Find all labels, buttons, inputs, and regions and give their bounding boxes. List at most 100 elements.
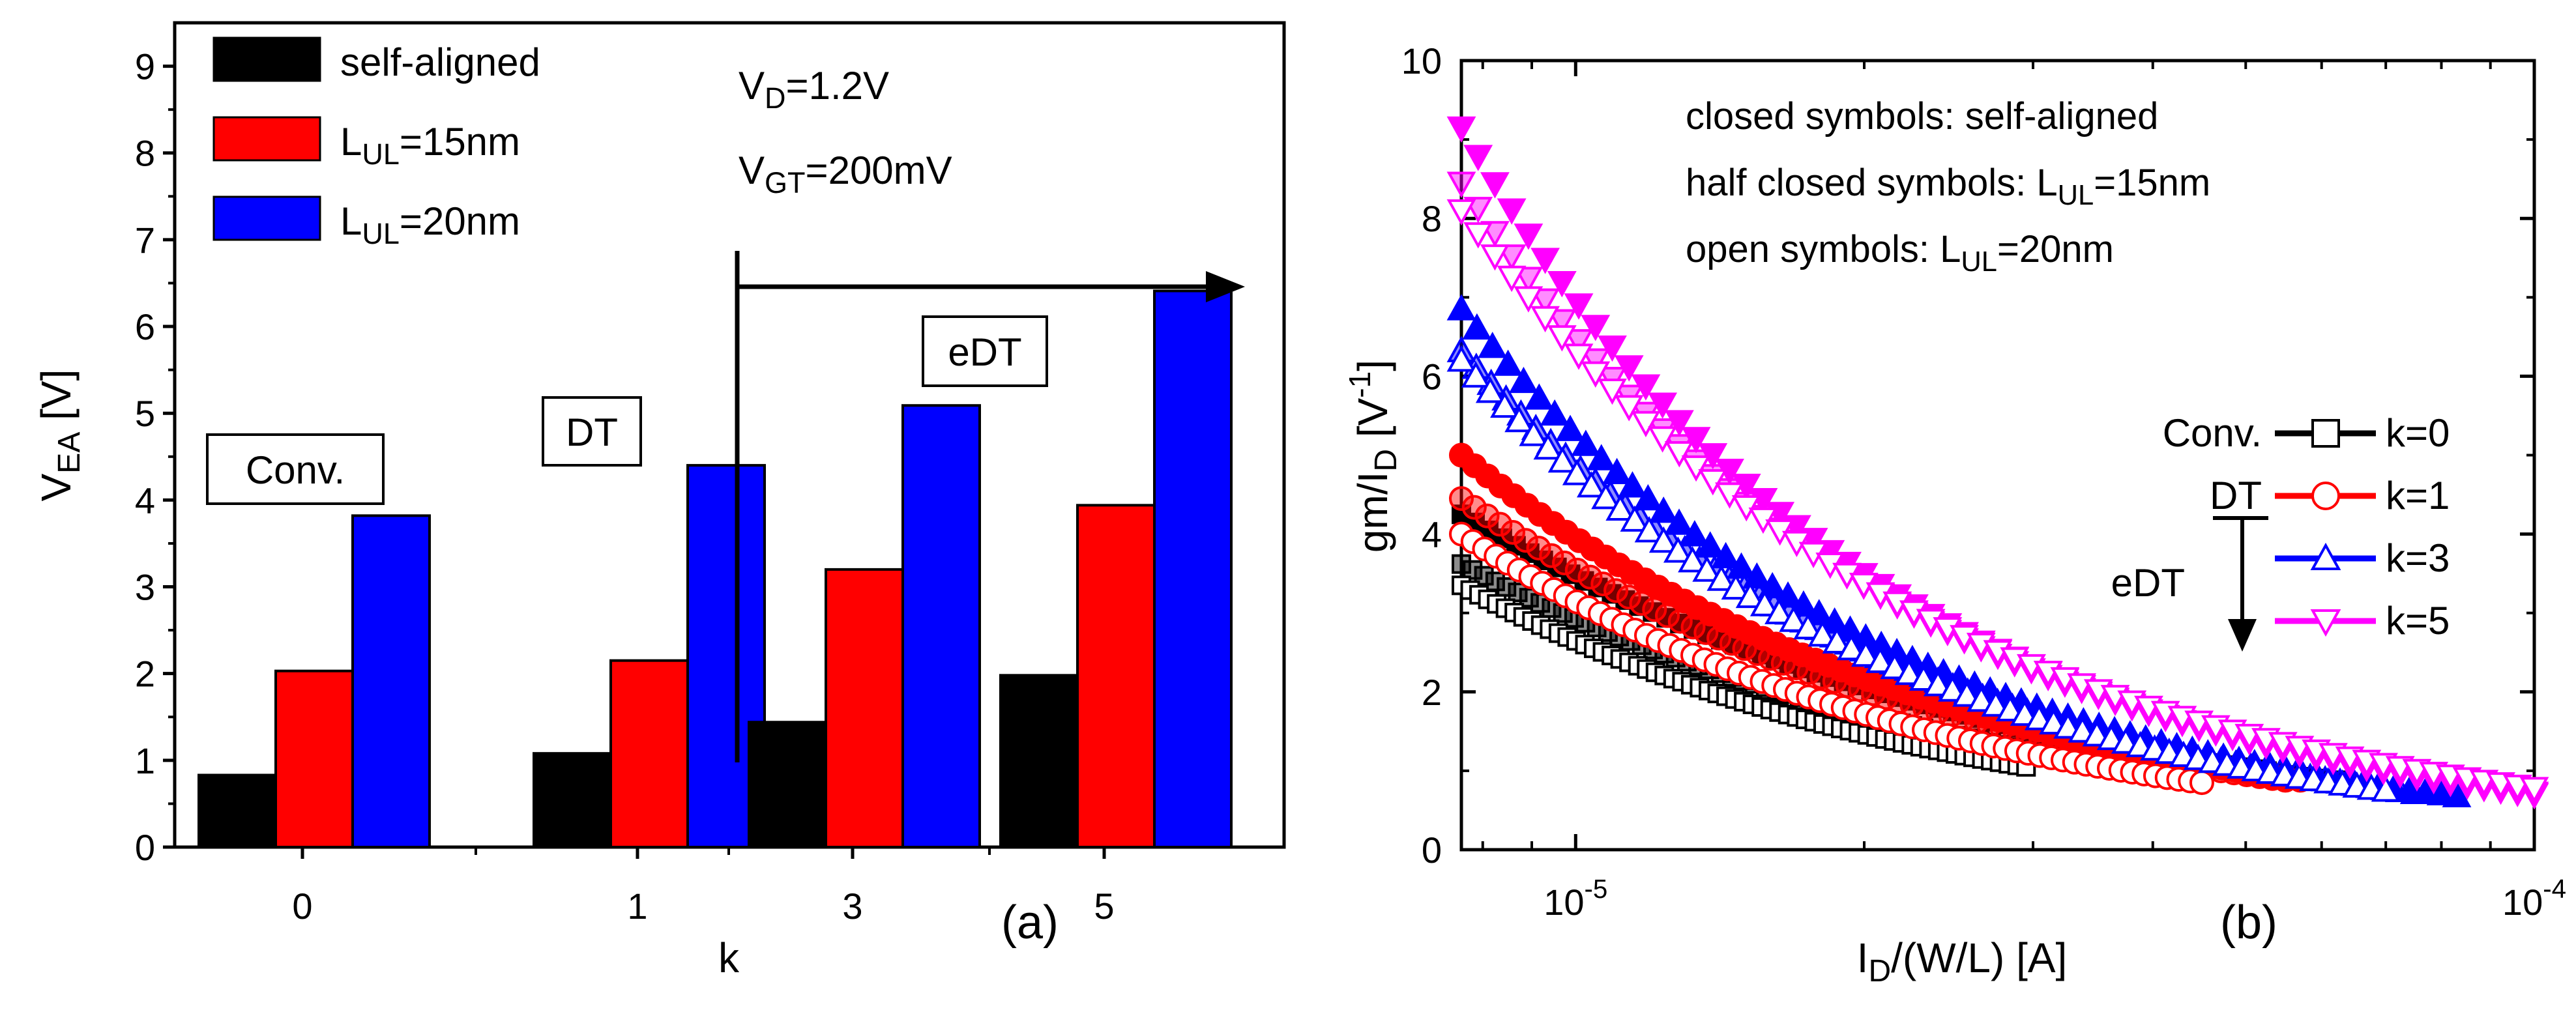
x-tick-label: 3 — [842, 886, 862, 927]
data-point — [1836, 633, 1866, 661]
condition-text-part: =200mV — [806, 149, 952, 192]
data-point — [1539, 543, 1564, 568]
y-tick-label: 2 — [135, 654, 155, 695]
y-tick-label: 0 — [135, 827, 155, 868]
bar — [533, 752, 612, 848]
data-point — [1598, 378, 1627, 405]
data-point — [1678, 546, 1707, 573]
series-k3-open — [1446, 345, 2401, 802]
y-tick-label: 3 — [135, 567, 155, 608]
data-point — [1513, 528, 1538, 553]
x-tick-label-part: 10 — [2502, 882, 2543, 923]
bar — [351, 514, 431, 848]
data-point — [1497, 577, 1517, 597]
bar — [748, 721, 827, 849]
data-point — [1547, 309, 1577, 336]
data-point — [2399, 777, 2429, 805]
data-point — [1449, 486, 1474, 512]
data-point — [1698, 469, 1728, 496]
data-point — [1540, 399, 1570, 426]
legend-label: k=1 — [2386, 474, 2450, 517]
data-point — [1564, 293, 1594, 320]
y-tick-label-part: 0 — [135, 827, 155, 868]
data-point — [1446, 116, 1476, 143]
x-tick-label: 1 — [627, 886, 647, 927]
legend-label: k=5 — [2386, 599, 2450, 642]
data-point — [1822, 627, 1852, 654]
panel-label: (a) — [1001, 897, 1059, 949]
data-point — [1547, 446, 1577, 473]
data-point — [1478, 332, 1508, 358]
y-tick-label: 6 — [135, 306, 155, 347]
y-tick-label: 2 — [1422, 672, 1442, 713]
y-tick-label-part: 7 — [135, 220, 155, 261]
data-point — [1667, 609, 1693, 634]
x-axis-label-part: I — [1857, 934, 1869, 981]
data-point — [1773, 581, 1803, 608]
data-point — [1629, 590, 1654, 616]
data-point — [1564, 343, 1594, 370]
data-point — [1706, 626, 1732, 651]
data-point — [1587, 444, 1617, 470]
edt-label-part: eDT — [2111, 561, 2185, 605]
data-point — [1664, 508, 1694, 535]
data-point — [1758, 646, 1783, 671]
data-point — [1480, 172, 1510, 199]
data-point — [2519, 777, 2549, 803]
condition-text-part: =1.2V — [786, 64, 889, 108]
bar — [825, 568, 904, 848]
data-point — [1779, 605, 1809, 632]
x-tick-label-part: -5 — [1585, 874, 1608, 904]
data-point — [1648, 426, 1678, 453]
data-point — [1509, 366, 1538, 394]
data-point — [1497, 265, 1527, 293]
y-axis-label: gm/ID [V-1] — [1343, 360, 1403, 553]
data-point — [1463, 145, 1493, 171]
edt-label: eDT — [2111, 561, 2185, 605]
legend-group-label: Conv. — [2163, 411, 2262, 455]
data-point — [1598, 335, 1627, 362]
data-point — [1909, 664, 1939, 691]
data-point — [1452, 554, 1471, 574]
legend-label-part: k=5 — [2386, 599, 2450, 642]
legend-group-label-part: Conv. — [2163, 411, 2262, 455]
legend-entry: k=1 DT — [2210, 474, 2450, 517]
data-point — [1526, 536, 1551, 561]
y-tick-label: 0 — [1422, 830, 1442, 871]
series-layer — [1446, 116, 2549, 810]
legend-label-part: k=0 — [2386, 411, 2450, 455]
data-point — [1533, 433, 1563, 460]
data-point — [1808, 620, 1837, 647]
data-point — [1692, 555, 1722, 582]
data-point — [1695, 531, 1725, 558]
legend-label: k=3 — [2386, 536, 2450, 580]
data-point — [1664, 441, 1694, 468]
legend-entry: k=5 — [2275, 599, 2450, 642]
legend-label-part: L — [340, 199, 362, 243]
y-tick-label-part: 4 — [135, 480, 155, 521]
group-label-box — [206, 433, 385, 505]
group-label: DT — [566, 411, 618, 454]
y-axis-label: VEA [V] — [33, 369, 87, 502]
data-point — [1603, 578, 1629, 603]
x-tick-label-part: -4 — [2543, 874, 2566, 904]
y-tick-label: 4 — [1422, 514, 1442, 555]
group-label: eDT — [948, 330, 1021, 374]
data-point — [1547, 325, 1577, 352]
y-tick-label: 1 — [135, 740, 155, 781]
y-tick-label: 5 — [135, 393, 155, 434]
data-point — [1764, 598, 1794, 624]
data-point — [1504, 405, 1534, 433]
note-text-part: half closed symbols: L — [1686, 162, 2058, 204]
data-point — [1590, 571, 1616, 597]
legend-marker — [2310, 609, 2341, 637]
x-axis-label-part: D — [1868, 954, 1891, 988]
data-point — [1851, 640, 1881, 667]
data-point — [1602, 457, 1632, 484]
note-text-part: =15nm — [2094, 162, 2210, 204]
data-point — [1577, 471, 1606, 498]
bar — [198, 773, 277, 849]
data-point — [1446, 294, 1476, 321]
data-point — [1514, 224, 1544, 250]
